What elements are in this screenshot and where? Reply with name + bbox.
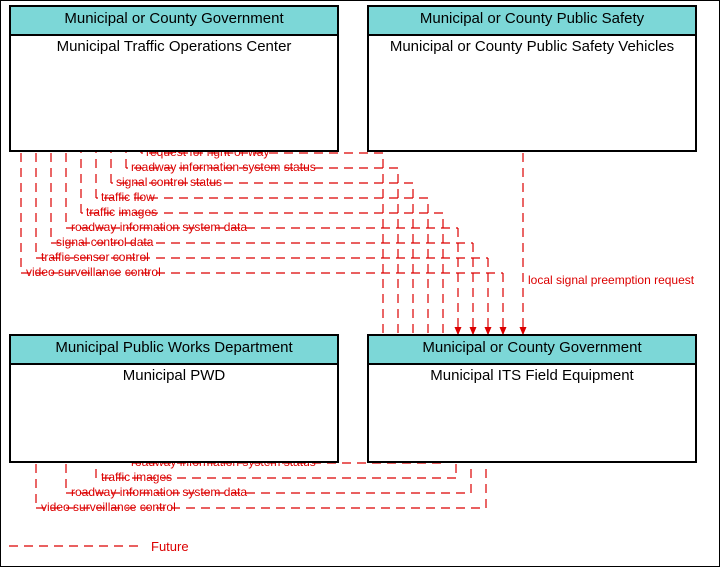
box-its-header: Municipal or County Government bbox=[367, 334, 697, 363]
flow-top-5: roadway information system data bbox=[71, 221, 247, 233]
flow-top-7: traffic sensor control bbox=[41, 251, 149, 263]
flow-bottom-3: video surveillance control bbox=[41, 501, 176, 513]
box-municipal-pwd: Municipal Public Works Department Munici… bbox=[9, 334, 339, 463]
flow-right: local signal preemption request bbox=[528, 274, 694, 286]
flow-top-3: traffic flow bbox=[101, 191, 155, 203]
flow-top-8: video surveillance control bbox=[26, 266, 161, 278]
box-pwd-header: Municipal Public Works Department bbox=[9, 334, 339, 363]
box-psv-header: Municipal or County Public Safety bbox=[367, 5, 697, 34]
flow-top-1: roadway information system status bbox=[131, 161, 316, 173]
flow-bottom-1: traffic images bbox=[101, 471, 172, 483]
flow-bottom-2: roadway information system data bbox=[71, 486, 247, 498]
flow-top-6: signal control data bbox=[56, 236, 153, 248]
box-traffic-ops-body: Municipal Traffic Operations Center bbox=[9, 34, 339, 152]
box-psv-body: Municipal or County Public Safety Vehicl… bbox=[367, 34, 697, 152]
box-its-body: Municipal ITS Field Equipment bbox=[367, 363, 697, 463]
box-public-safety-vehicles: Municipal or County Public Safety Munici… bbox=[367, 5, 697, 152]
flow-top-2: signal control status bbox=[116, 176, 222, 188]
box-its-field-equipment: Municipal or County Government Municipal… bbox=[367, 334, 697, 463]
box-traffic-ops: Municipal or County Government Municipal… bbox=[9, 5, 339, 152]
box-pwd-body: Municipal PWD bbox=[9, 363, 339, 463]
legend-future-label: Future bbox=[151, 539, 189, 554]
flow-top-4: traffic images bbox=[86, 206, 157, 218]
box-traffic-ops-header: Municipal or County Government bbox=[9, 5, 339, 34]
